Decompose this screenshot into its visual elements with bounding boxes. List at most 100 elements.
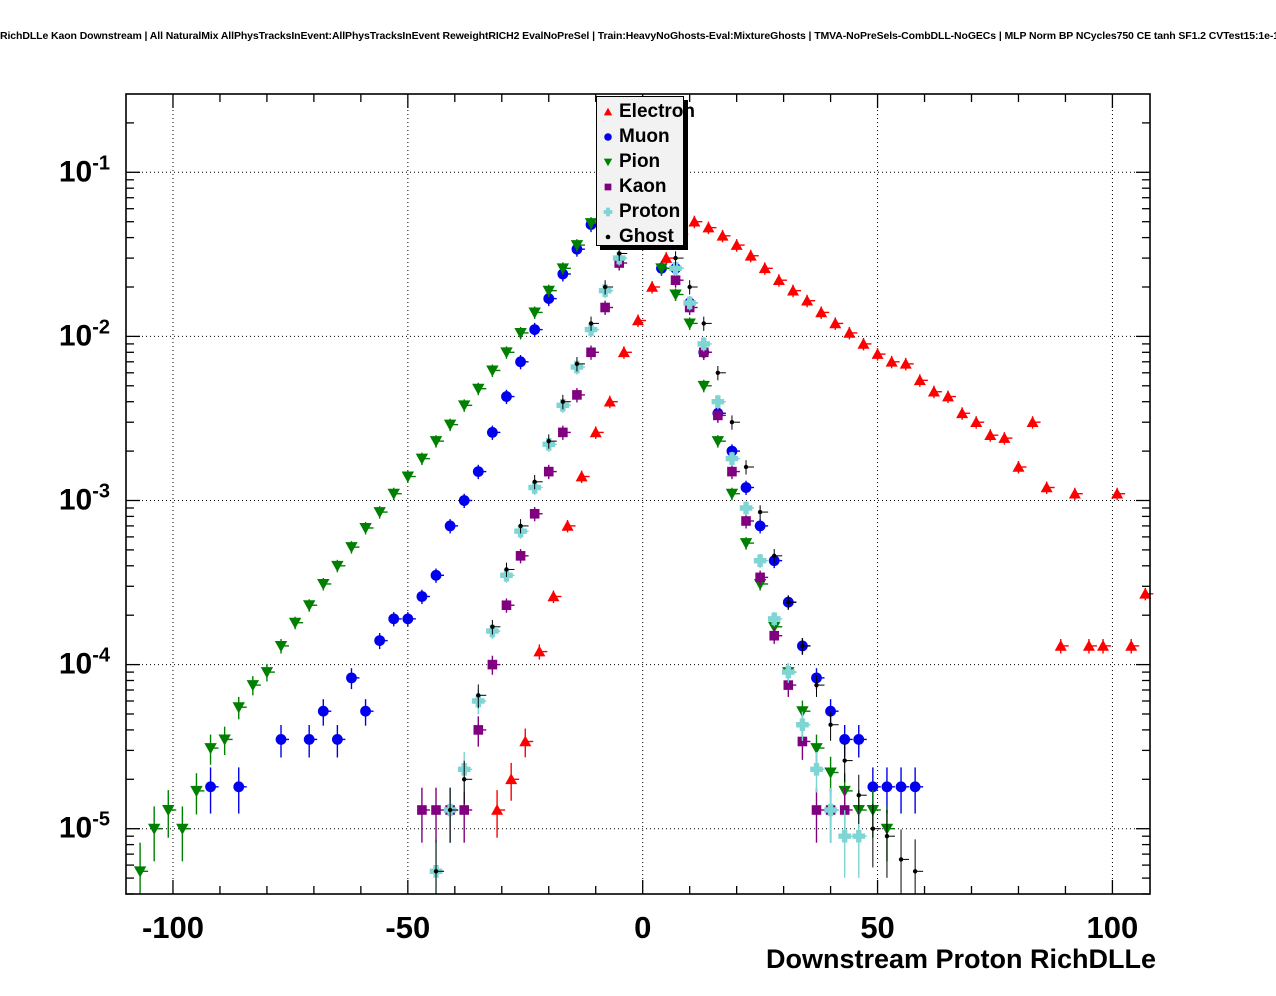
- series-proton: [429, 214, 867, 894]
- data-point-triangle-up: [801, 294, 814, 306]
- y-axis-label: 10-1: [59, 152, 110, 188]
- data-point-cross: [603, 207, 613, 216]
- data-point-triangle-down: [345, 542, 358, 554]
- data-point-triangle-down: [274, 640, 288, 653]
- x-axis-label: 0: [634, 910, 651, 945]
- data-point-circle: [430, 569, 442, 581]
- data-point-dot: [605, 234, 611, 239]
- series-layer: [133, 188, 1154, 894]
- data-point-square: [600, 302, 610, 313]
- data-point-dot: [462, 777, 467, 782]
- data-point-square: [839, 805, 850, 815]
- data-point-triangle-up: [547, 590, 560, 602]
- data-point-triangle-up: [1026, 416, 1039, 428]
- data-point-triangle-down: [415, 453, 429, 465]
- data-point-dot: [842, 758, 847, 763]
- data-point-cross: [683, 296, 696, 310]
- data-point-triangle-down: [373, 507, 386, 519]
- data-point-circle: [472, 466, 484, 478]
- data-point-square: [558, 427, 568, 438]
- data-point-triangle-down: [768, 621, 781, 633]
- data-point-square: [698, 347, 709, 358]
- legend-label: Electron: [619, 101, 696, 122]
- triangle-down-icon: [601, 155, 615, 169]
- data-point-triangle-up: [491, 803, 504, 815]
- data-point-triangle-down: [486, 365, 499, 377]
- data-point-square: [741, 516, 751, 526]
- data-point-circle: [233, 781, 245, 793]
- data-point-dot: [447, 807, 453, 813]
- data-point-triangle-down: [317, 579, 330, 591]
- data-point-triangle-down: [401, 471, 415, 483]
- data-point-triangle-up: [829, 317, 842, 329]
- data-point-triangle-up: [1082, 639, 1095, 651]
- data-point-cross: [767, 612, 781, 626]
- data-point-triangle-up: [744, 249, 757, 261]
- data-point-triangle-down: [542, 285, 555, 297]
- data-point-square: [473, 725, 484, 735]
- data-point-triangle-up: [787, 284, 800, 296]
- data-point-triangle-up: [603, 395, 616, 407]
- data-point-triangle-up: [970, 416, 983, 428]
- data-point-triangle-down: [204, 743, 217, 755]
- data-point-cross: [796, 718, 809, 732]
- y-axis-label: 10-2: [59, 316, 110, 352]
- data-point-circle: [205, 781, 216, 793]
- data-point-dot: [898, 857, 904, 862]
- data-point-dot: [574, 361, 580, 367]
- data-point-circle: [388, 613, 400, 625]
- data-point-triangle-up: [1111, 487, 1124, 499]
- data-point-circle: [853, 734, 865, 745]
- dot-icon: [601, 230, 615, 244]
- legend-label: Muon: [619, 126, 670, 147]
- legend: Electron Muon Pion Kaon Proton Ghost: [596, 96, 695, 246]
- data-point-square: [417, 805, 427, 815]
- data-point-triangle-down: [162, 805, 175, 817]
- data-point-triangle-up: [519, 735, 532, 747]
- square-icon: [601, 180, 615, 194]
- data-point-triangle-down: [556, 263, 570, 275]
- series-ghost: [433, 214, 924, 894]
- data-point-triangle-down: [359, 523, 372, 535]
- data-point-dot: [546, 438, 551, 444]
- data-point-triangle-down: [218, 734, 231, 746]
- data-point-triangle-up: [730, 239, 743, 250]
- data-point-triangle-down: [500, 347, 513, 359]
- data-point-square: [501, 600, 512, 611]
- data-point-triangle-up: [984, 429, 997, 440]
- data-point-circle: [867, 781, 879, 793]
- data-point-circle: [374, 635, 386, 647]
- legend-entry-proton: Proton: [599, 199, 683, 224]
- y-axis-label: 10-3: [59, 480, 110, 516]
- data-point-dot: [433, 869, 439, 874]
- data-point-cross: [711, 395, 725, 408]
- plot-frame: [125, 93, 1151, 895]
- data-point-square: [459, 805, 470, 815]
- data-point-triangle-down: [302, 600, 316, 612]
- data-point-cross: [810, 763, 823, 776]
- data-point-triangle-down: [331, 560, 344, 572]
- axis-ticks: [126, 94, 1150, 895]
- data-point-triangle-up: [1125, 639, 1138, 651]
- data-point-triangle-down: [514, 327, 527, 340]
- triangle-up-icon: [601, 105, 615, 119]
- data-point-triangle-up: [561, 519, 574, 531]
- y-axis-label: 10-5: [59, 809, 110, 845]
- data-point-triangle-up: [857, 337, 870, 349]
- data-point-circle: [331, 734, 343, 745]
- legend-entry-pion: Pion: [599, 149, 683, 174]
- data-point-triangle-up: [899, 357, 912, 369]
- data-point-square: [755, 572, 765, 583]
- data-point-square: [431, 805, 441, 815]
- data-point-circle: [754, 520, 766, 532]
- data-point-dot: [757, 509, 763, 515]
- data-point-triangle-down: [824, 767, 837, 779]
- data-point-dot: [743, 464, 749, 470]
- data-point-dot: [532, 479, 537, 484]
- data-point-triangle-down: [443, 419, 457, 431]
- data-point-circle: [444, 520, 456, 532]
- data-point-cross: [753, 554, 767, 567]
- data-point-cross: [697, 337, 711, 351]
- data-point-triangle-up: [1040, 481, 1053, 493]
